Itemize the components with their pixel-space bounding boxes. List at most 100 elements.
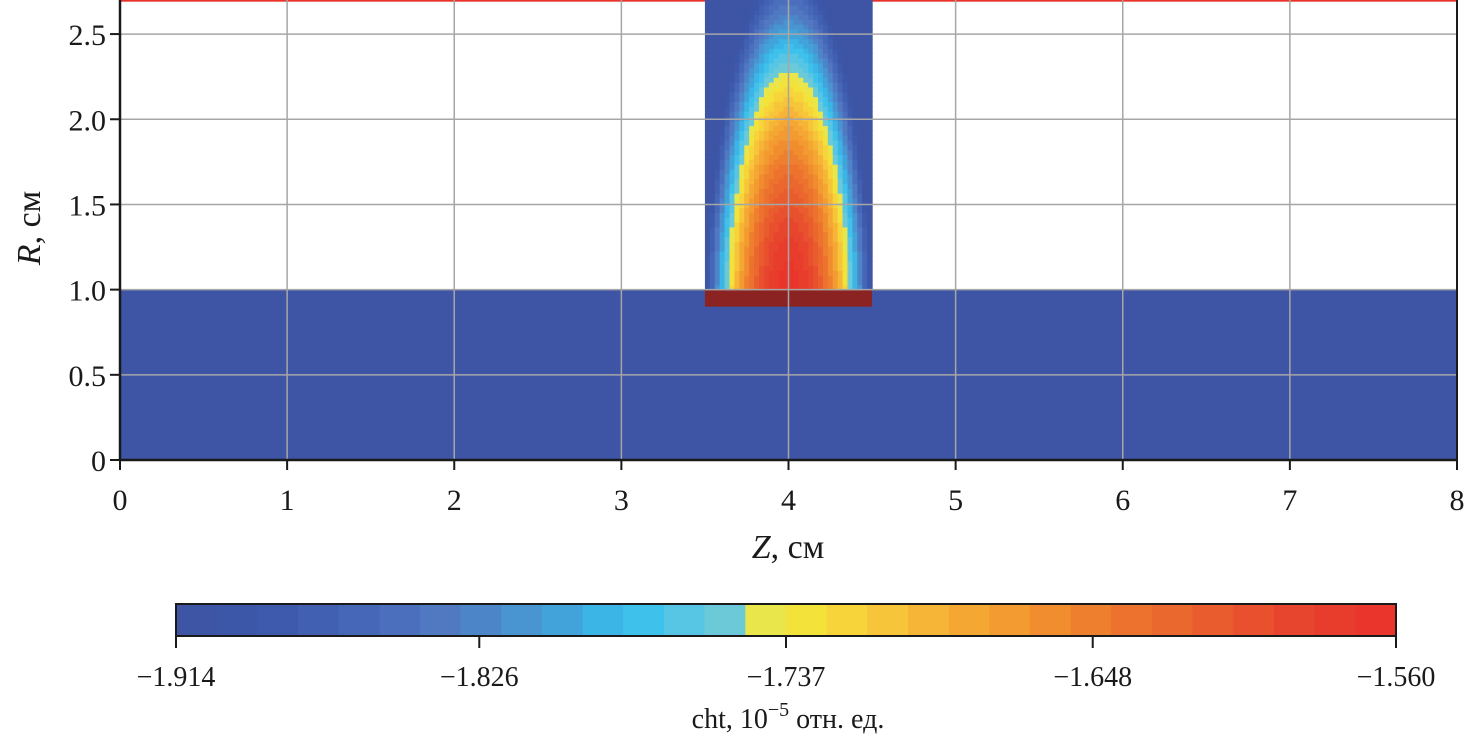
heatmap-cell xyxy=(837,149,844,156)
heatmap-cell xyxy=(783,236,790,242)
heatmap-cell xyxy=(749,255,755,262)
heatmap-cell xyxy=(729,101,736,107)
heatmap-cell xyxy=(803,178,809,185)
heatmap-cell xyxy=(857,125,863,131)
heatmap-cell xyxy=(813,270,819,276)
heatmap-cell xyxy=(724,82,731,88)
heatmap-cell xyxy=(754,193,760,199)
heatmap-cell xyxy=(808,53,814,59)
heatmap-cell xyxy=(852,207,858,213)
heatmap-cell xyxy=(847,279,854,286)
heatmap-cell xyxy=(763,48,770,54)
heatmap-cell xyxy=(759,33,765,40)
heatmap-cell xyxy=(724,144,731,151)
heatmap-cell xyxy=(847,139,854,146)
heatmap-cell xyxy=(773,265,780,271)
heatmap-cell xyxy=(793,168,799,175)
heatmap-cell xyxy=(822,111,829,117)
heatmap-cell xyxy=(744,173,750,180)
heatmap-cell xyxy=(749,241,755,247)
heatmap-cell xyxy=(754,265,760,271)
heatmap-cell xyxy=(822,48,829,54)
heatmap-cell xyxy=(808,106,814,112)
heatmap-cell xyxy=(759,125,765,131)
heatmap-cell xyxy=(847,57,854,64)
heatmap-cell xyxy=(867,38,873,45)
heatmap-cell xyxy=(798,19,804,25)
heatmap-cell xyxy=(857,241,863,247)
heatmap-cell xyxy=(813,178,819,185)
heatmap-cell xyxy=(709,217,716,223)
heatmap-cell xyxy=(813,91,819,98)
heatmap-cell xyxy=(803,82,809,88)
heatmap-cell xyxy=(857,188,863,194)
heatmap-cell xyxy=(739,255,745,262)
heatmap-cell xyxy=(817,86,824,93)
heatmap-cell xyxy=(704,125,711,131)
heatmap-cell xyxy=(749,28,755,35)
heatmap-cell xyxy=(788,120,795,127)
colorbar-swatch xyxy=(826,604,868,636)
heatmap-cell xyxy=(867,241,873,247)
heatmap-cell xyxy=(788,236,795,242)
heatmap-cell xyxy=(763,62,770,69)
heatmap-cell xyxy=(759,86,765,93)
heatmap-cell xyxy=(744,0,750,6)
heatmap-cell xyxy=(744,106,750,112)
heatmap-cell xyxy=(842,168,849,175)
heatmap-cell xyxy=(734,120,740,127)
heatmap-cell xyxy=(857,43,863,49)
heatmap-cell xyxy=(783,193,790,199)
heatmap-cell xyxy=(788,270,795,276)
heatmap-cell xyxy=(808,279,814,286)
colorbar-swatch xyxy=(704,604,746,636)
heatmap-cell xyxy=(759,48,765,54)
heatmap-cell xyxy=(729,53,736,59)
heatmap-cell xyxy=(788,193,795,199)
heatmap-cell xyxy=(739,139,745,146)
heatmap-cell xyxy=(704,178,711,185)
heatmap-cell xyxy=(847,72,854,78)
heatmap-cell xyxy=(768,14,775,20)
heatmap-cell xyxy=(719,120,726,127)
heatmap-cell xyxy=(847,86,854,93)
heatmap-cell xyxy=(842,24,849,30)
heatmap-cell xyxy=(768,96,775,102)
heatmap-cell xyxy=(754,125,760,131)
heatmap-cell xyxy=(832,111,839,117)
heatmap-cell xyxy=(739,96,745,102)
heatmap-cell xyxy=(837,144,844,151)
heatmap-cell xyxy=(744,226,750,233)
heatmap-cell xyxy=(773,77,780,83)
heatmap-cell xyxy=(704,212,711,218)
heatmap-cell xyxy=(857,62,863,69)
heatmap-cell xyxy=(837,120,844,127)
heatmap-cell xyxy=(822,284,829,291)
heatmap-cell xyxy=(832,202,839,209)
heatmap-cell xyxy=(734,43,740,49)
heatmap-cell xyxy=(827,275,834,281)
heatmap-cell xyxy=(847,82,854,88)
heatmap-cell xyxy=(724,4,731,11)
heatmap-cell xyxy=(817,0,824,6)
heatmap-cell xyxy=(852,159,858,165)
heatmap-cell xyxy=(813,9,819,16)
heatmap-cell xyxy=(852,125,858,131)
heatmap-cell xyxy=(724,275,731,281)
heatmap-cell xyxy=(808,270,814,276)
heatmap-cell xyxy=(813,212,819,218)
heatmap-cell xyxy=(783,72,790,78)
heatmap-cell xyxy=(754,159,760,165)
heatmap-cell xyxy=(709,222,716,228)
heatmap-cell xyxy=(759,212,765,218)
heatmap-cell xyxy=(857,265,863,271)
heatmap-cell xyxy=(783,202,790,209)
heatmap-cell xyxy=(704,207,711,213)
colorbar-swatch xyxy=(664,604,706,636)
heatmap-cell xyxy=(768,43,775,49)
heatmap-cell xyxy=(798,144,804,151)
heatmap-cell xyxy=(739,279,745,286)
heatmap-cell xyxy=(773,217,780,223)
heatmap-cell xyxy=(813,246,819,252)
heatmap-cell xyxy=(744,178,750,185)
